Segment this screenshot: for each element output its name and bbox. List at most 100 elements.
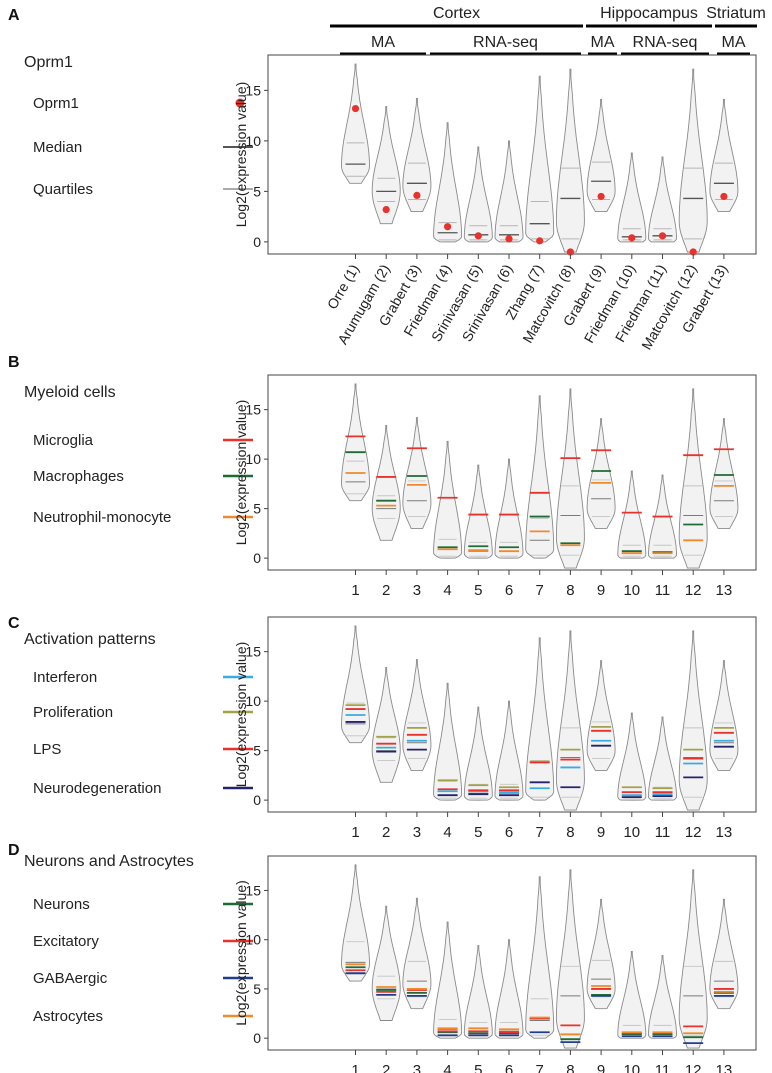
legend-title: Activation patterns xyxy=(24,631,156,648)
y-axis-label: Log2(expression value) xyxy=(233,400,249,546)
x-tick-label: 7 xyxy=(536,1062,544,1073)
x-tick-label: 10 xyxy=(623,582,640,599)
legend-label: Neurodegeneration xyxy=(33,780,161,797)
panel-letter: C xyxy=(8,615,20,632)
violin-5 xyxy=(463,146,493,243)
oprm1-point xyxy=(597,192,605,201)
x-tick-label: 6 xyxy=(505,824,513,841)
violin-10 xyxy=(617,152,647,243)
y-tick-label: 0 xyxy=(253,234,261,250)
panel-letter: B xyxy=(8,354,20,371)
platform-label: RNA-seq xyxy=(633,34,698,51)
region-label: Cortex xyxy=(433,5,480,22)
x-tick-label: 13 xyxy=(716,1062,733,1073)
x-tick-label: 8 xyxy=(566,1062,574,1073)
x-tick-label: 4 xyxy=(443,1062,451,1073)
y-tick-label: 0 xyxy=(253,1030,261,1046)
violin-10 xyxy=(617,951,647,1039)
legend-label: Neutrophil-monocyte xyxy=(33,509,171,526)
oprm1-point xyxy=(566,248,575,256)
violin-6 xyxy=(494,458,524,559)
x-tick-label: 13 xyxy=(716,824,733,841)
violin-5 xyxy=(463,945,493,1039)
violin-7 xyxy=(525,75,555,243)
violin-7 xyxy=(525,637,555,801)
legend-label: Excitatory xyxy=(33,933,99,950)
oprm1-point xyxy=(474,232,482,240)
x-tick-label: 13 xyxy=(716,582,733,599)
violin-9 xyxy=(586,898,616,1010)
legend-label: Astrocytes xyxy=(33,1008,103,1025)
x-tick-label: 3 xyxy=(413,1062,421,1073)
violin-8 xyxy=(555,869,585,1049)
x-tick-label: 11 xyxy=(655,824,671,841)
x-tick-label: 8 xyxy=(566,824,574,841)
x-tick-label: 1 xyxy=(351,582,359,599)
x-tick-label: 4 xyxy=(443,582,451,599)
violin-10 xyxy=(617,470,647,559)
violin-9 xyxy=(586,98,616,213)
violin-8 xyxy=(555,388,585,569)
y-tick-label: 10 xyxy=(245,451,261,467)
violin-1 xyxy=(341,63,370,184)
y-tick-label: 15 xyxy=(245,402,261,418)
violin-12 xyxy=(678,630,708,811)
x-tick-label: 4 xyxy=(443,824,451,841)
oprm1-point xyxy=(444,223,452,231)
violin-11 xyxy=(648,156,677,243)
x-tick-label: 11 xyxy=(655,582,671,599)
y-axis-label: Log2(expression value) xyxy=(233,642,249,788)
y-tick-label: 15 xyxy=(245,882,261,898)
oprm1-point xyxy=(382,205,390,214)
x-tick-label: 12 xyxy=(685,582,702,599)
violin-4 xyxy=(433,122,463,243)
violin-6 xyxy=(494,140,524,243)
platform-label: MA xyxy=(591,34,615,51)
legend-label: Quartiles xyxy=(33,181,93,198)
violin-11 xyxy=(648,955,677,1039)
x-tick-label: 2 xyxy=(382,582,390,599)
violin-2 xyxy=(371,106,401,225)
x-tick-label: 2 xyxy=(382,1062,390,1073)
panel-letter: D xyxy=(8,842,20,859)
violin-6 xyxy=(494,700,524,801)
oprm1-point xyxy=(536,237,544,245)
violin-12 xyxy=(678,68,708,253)
legend-label: LPS xyxy=(33,741,61,758)
violin-1 xyxy=(341,383,370,502)
legend-title: Oprm1 xyxy=(24,54,73,71)
y-tick-label: 15 xyxy=(245,82,261,98)
y-tick-label: 5 xyxy=(253,981,261,997)
legend-label: Oprm1 xyxy=(33,95,79,112)
dataset-header: Cortex Hippocampus Striatum MA RNA-seq MA RNA-… xyxy=(330,5,766,56)
violin-7 xyxy=(525,395,555,559)
violin-2 xyxy=(371,425,401,541)
oprm1-point xyxy=(505,235,513,243)
x-tick-label: 12 xyxy=(685,1062,702,1073)
legend-title: Neurons and Astrocytes xyxy=(24,853,194,870)
violin-4 xyxy=(433,682,463,801)
x-tick-label: 8 xyxy=(566,582,574,599)
oprm1-point xyxy=(413,191,421,200)
y-tick-label: 15 xyxy=(245,644,261,660)
y-tick-label: 5 xyxy=(253,743,261,759)
platform-label: MA xyxy=(722,34,746,51)
y-tick-label: 0 xyxy=(253,792,261,808)
legend-label: Macrophages xyxy=(33,468,124,485)
x-tick-label: 7 xyxy=(536,824,544,841)
x-tick-label: 9 xyxy=(597,1062,605,1073)
y-tick-label: 5 xyxy=(253,183,261,199)
panel-a: A Oprm1 Oprm1 Median Quartiles Log2(expressio… xyxy=(8,7,757,352)
x-tick-label: 5 xyxy=(474,582,482,599)
y-axis-label: Log2(expression value) xyxy=(233,82,249,228)
violin-8 xyxy=(555,68,585,253)
legend-label: Interferon xyxy=(33,669,97,686)
violin-4 xyxy=(433,440,463,559)
legend-dot-swatch xyxy=(235,98,245,108)
violin-12 xyxy=(678,869,708,1049)
platform-label: RNA-seq xyxy=(473,34,538,51)
region-label: Hippocampus xyxy=(600,5,698,22)
